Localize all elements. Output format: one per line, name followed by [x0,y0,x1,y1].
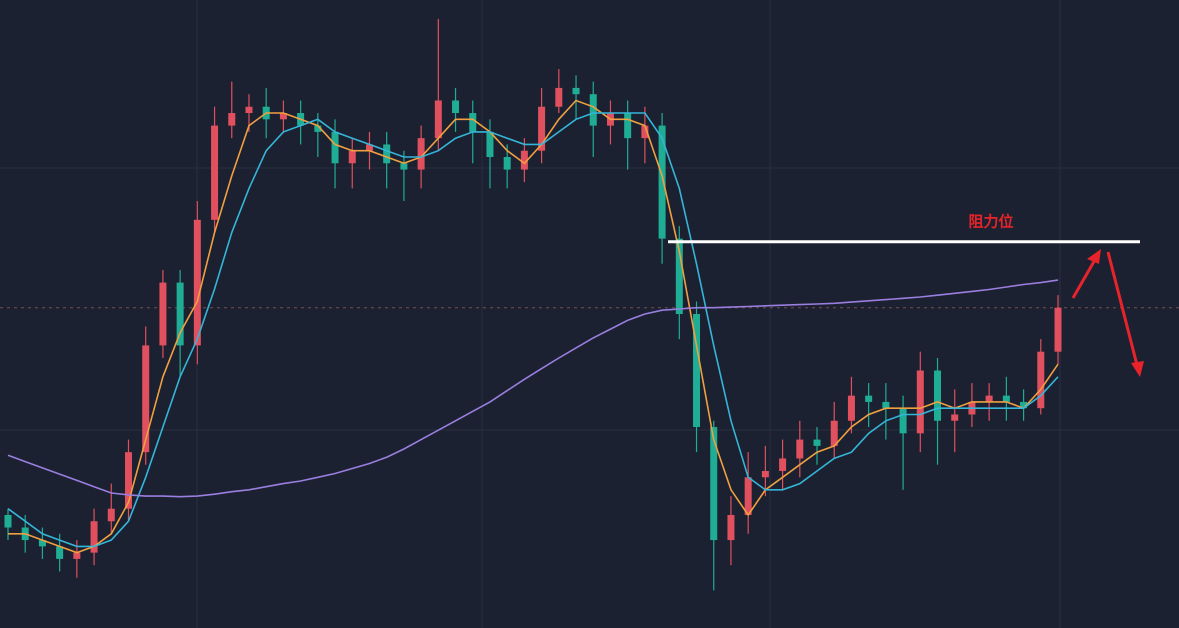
candle-body [176,282,184,346]
candle-body [417,138,425,170]
candle-body [434,100,442,139]
candle-body [830,420,838,446]
candle-body [503,157,511,170]
arrow-up [1071,257,1098,299]
candle-body [193,219,201,346]
plot [0,18,1179,591]
candle-body [813,439,821,446]
candle-body [675,238,683,314]
candle-body [279,113,287,120]
moving-average-line [7,279,1059,498]
candle-body [779,458,787,471]
candle-body [589,94,597,126]
candle-body [744,477,752,515]
candle-body [624,113,632,139]
candle-body [400,163,408,170]
candle-body [693,314,701,428]
candle-body [486,131,494,157]
candle-body [555,87,563,107]
candle-body [1020,401,1028,409]
candle-body [727,514,735,541]
candle-body [331,131,339,164]
candle-body [107,508,115,522]
candle-body [710,427,718,541]
candle-body [951,414,959,421]
annotation: 阻力位 [968,213,1013,231]
moving-average-line [7,112,1059,548]
candle-body [38,540,46,547]
candle-body [452,100,460,114]
candle-body [228,113,236,126]
arrow-head [1087,249,1101,264]
candle-body [211,125,219,220]
candle-body [124,452,132,509]
arrow-down [1106,251,1139,366]
candle-body [916,370,924,434]
candle-body [1054,307,1062,352]
candle-body [985,395,993,402]
candle-body [4,514,12,528]
arrow-head [1131,361,1144,377]
candle-body [641,125,649,139]
candle-body [796,439,804,459]
candle-body [934,370,942,421]
candle-body [572,87,580,95]
candle-body [1002,395,1010,402]
candle-body [159,282,167,346]
candle-body [865,395,873,402]
candle-body [1037,351,1045,409]
candle-body [658,125,666,239]
moving-average-line [8,99,1059,554]
candle-body [90,521,98,553]
candle-body [56,546,64,559]
candle-body [383,144,391,164]
candle-body [348,150,356,164]
candle-body [882,401,890,409]
candle-body [314,125,322,132]
candle-body [142,345,150,453]
candle-body [73,552,81,559]
candle-body [469,113,477,132]
candle-body [365,144,373,151]
candle-body [520,150,528,170]
candle-body [245,106,253,114]
arrows [1071,249,1144,377]
candle-body [899,408,907,434]
candle-body [761,471,769,478]
candle-body [538,106,546,151]
candle-body [847,395,855,421]
